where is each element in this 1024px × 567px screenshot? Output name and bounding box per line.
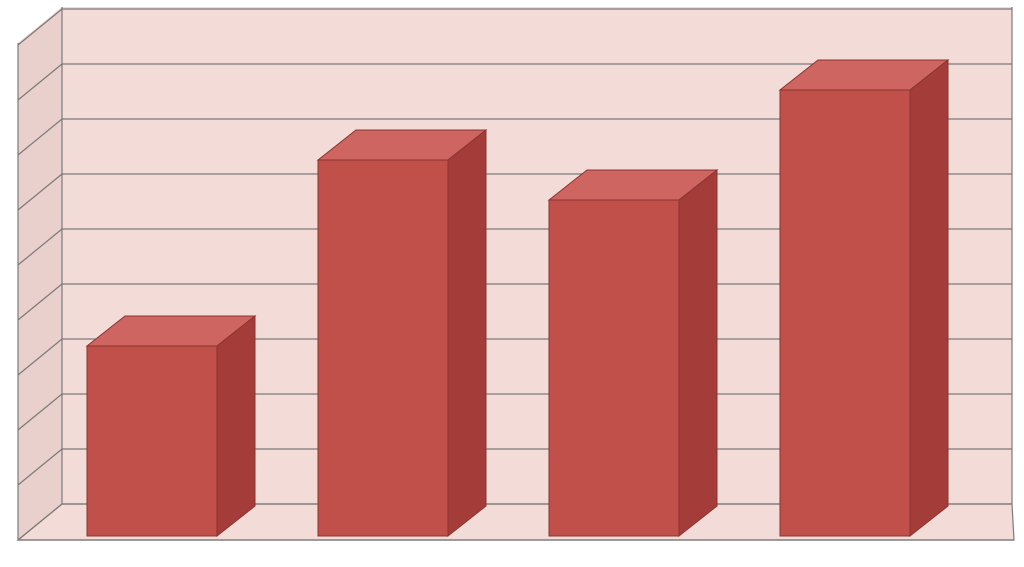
chart-svg <box>0 0 1024 567</box>
bar-chart-3d <box>0 0 1024 567</box>
